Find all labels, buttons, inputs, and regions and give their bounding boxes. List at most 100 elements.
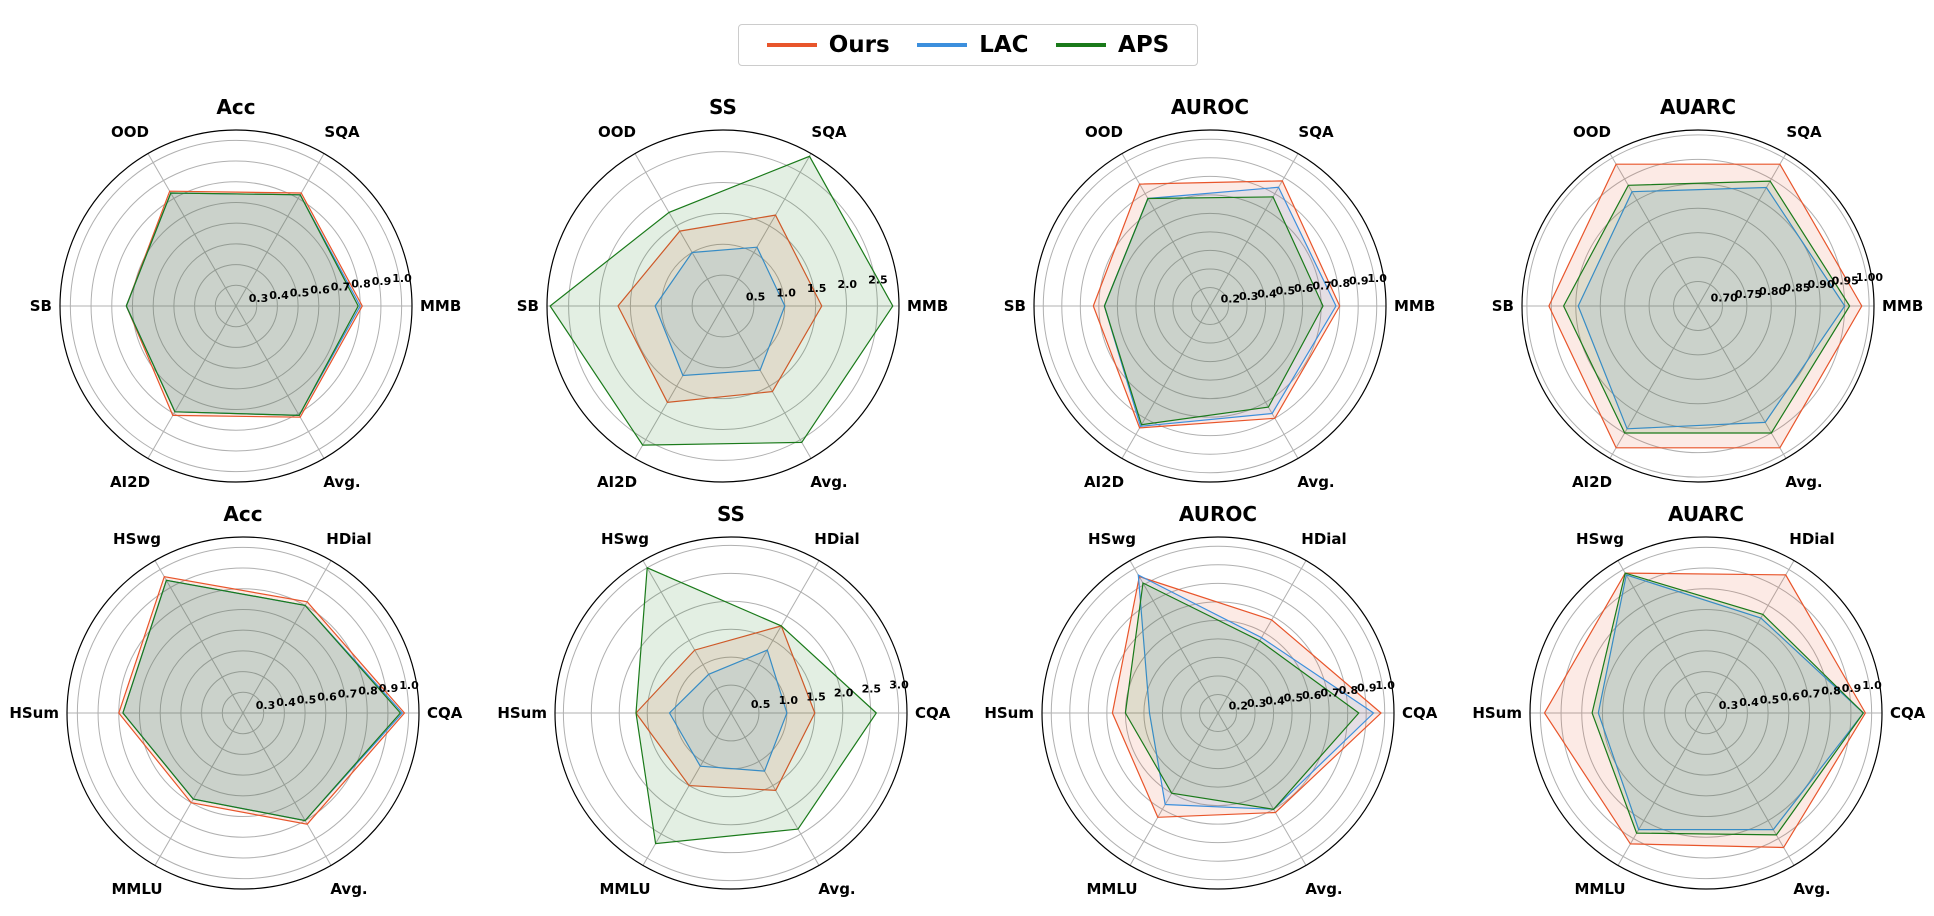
outer-frame xyxy=(59,129,413,483)
chart-title: Acc xyxy=(216,95,255,119)
tick-label-0.9: 0.9 xyxy=(1357,681,1377,694)
legend-item-lac: LAC xyxy=(917,32,1029,58)
tick-label-0.3: 0.3 xyxy=(249,292,269,305)
axis-label-mmlu: MMLU xyxy=(1086,880,1137,898)
spoke-sqa xyxy=(1697,153,1787,307)
tick-label-1.0: 1.0 xyxy=(779,694,799,707)
axis-label-hdial: HDial xyxy=(326,530,371,548)
tick-label-0.9: 0.9 xyxy=(379,682,399,695)
axis-label-hswg: HSwg xyxy=(601,530,649,548)
outer-frame xyxy=(554,536,908,890)
axis-label-sb: SB xyxy=(1492,297,1514,315)
tick-label-0.85: 0.85 xyxy=(1783,281,1810,294)
tick-label-0.9: 0.9 xyxy=(1842,682,1862,695)
tick-label-0.3: 0.3 xyxy=(1719,699,1739,712)
axis-label-avg: Avg. xyxy=(1297,473,1334,491)
outer-frame xyxy=(546,129,900,483)
radar-chart-2-ss: 0.5 1.0 1.5 2.0 2.5 MMB SQA OOD SB AI2D Avg. SS xyxy=(517,95,949,491)
tick-label-0.4: 0.4 xyxy=(1739,696,1759,709)
tick-label-0.70: 0.70 xyxy=(1711,292,1738,305)
axis-label-hswg: HSwg xyxy=(1576,530,1624,548)
series-ours xyxy=(1111,575,1382,818)
radar-chart-7-auroc: 0.20.30.40.50.60.70.80.91.0 CQA HDial HSwg H… xyxy=(984,502,1437,898)
spoke-sqa xyxy=(722,153,812,307)
axis-label-mmlu: MMLU xyxy=(111,880,162,898)
tick-label-0.7: 0.7 xyxy=(1801,688,1821,701)
chart-title: Acc xyxy=(223,502,262,526)
tick-label-0.6: 0.6 xyxy=(1294,282,1314,295)
outer-frame xyxy=(66,536,420,890)
tick-label-2.0: 2.0 xyxy=(834,686,854,699)
series-ours xyxy=(1092,180,1341,429)
axis-label-mmlu: MMLU xyxy=(1574,880,1625,898)
spoke-avg xyxy=(722,305,812,459)
tick-label-0.5: 0.5 xyxy=(290,286,310,299)
axis-label-hsum: HSum xyxy=(9,704,59,722)
spoke-ai2d xyxy=(147,305,237,459)
chart-title: AUARC xyxy=(1660,95,1736,119)
radar-chart-8-auarc: 0.3 0.4 0.5 0.6 0.7 0.8 0.9 1.0 CQA HDial HSwg HSum… xyxy=(1472,502,1925,898)
tick-label-1.00: 1.00 xyxy=(1856,271,1883,284)
series-ours xyxy=(1548,163,1863,449)
axis-label-hsum: HSum xyxy=(1472,704,1522,722)
tick-label-0.4: 0.4 xyxy=(1265,694,1285,707)
spoke-hdial xyxy=(730,560,820,714)
axis-label-cqa: CQA xyxy=(1402,704,1438,722)
axis-label-ai2d: AI2D xyxy=(1084,473,1124,491)
tick-label-0.5: 0.5 xyxy=(297,693,317,706)
outer-frame xyxy=(1521,129,1875,483)
spoke-hdial xyxy=(1705,560,1795,714)
tick-label-0.5: 0.5 xyxy=(746,291,766,304)
radar-chart-5-acc: 0.3 0.4 0.5 0.6 0.7 0.8 0.9 1.0 CQA HDial HSwg HSum… xyxy=(9,502,462,898)
tick-label-1.5: 1.5 xyxy=(807,282,827,295)
tick-label-0.7: 0.7 xyxy=(338,688,358,701)
series-aps xyxy=(122,579,402,822)
spoke-avg xyxy=(730,712,820,866)
tick-label-0.8: 0.8 xyxy=(1331,277,1351,290)
series-ours xyxy=(118,576,406,825)
tick-label-1.5: 1.5 xyxy=(806,690,826,703)
tick-label-0.5: 0.5 xyxy=(1276,285,1296,298)
axis-label-ai2d: AI2D xyxy=(110,473,150,491)
tick-label-0.2: 0.2 xyxy=(1221,292,1241,305)
chart-title: SS xyxy=(717,502,745,526)
tick-label-0.80: 0.80 xyxy=(1759,285,1786,298)
spoke-mmlu xyxy=(642,712,732,866)
tick-label-0.2: 0.2 xyxy=(1229,699,1249,712)
tick-label-0.5: 0.5 xyxy=(1284,692,1304,705)
tick-label-0.8: 0.8 xyxy=(351,278,371,291)
tick-label-0.95: 0.95 xyxy=(1832,275,1859,288)
series-aps xyxy=(1103,196,1324,426)
series-ours xyxy=(1543,572,1867,849)
axis-label-ood: OOD xyxy=(1573,123,1611,141)
chart-title: SS xyxy=(709,95,737,119)
axis-label-avg: Avg. xyxy=(1305,880,1342,898)
tick-label-0.3: 0.3 xyxy=(1247,697,1267,710)
tick-label-2.0: 2.0 xyxy=(838,278,858,291)
outer-frame xyxy=(1529,536,1883,890)
axis-label-sqa: SQA xyxy=(811,123,847,141)
axis-label-avg: Avg. xyxy=(1793,880,1830,898)
tick-label-0.5: 0.5 xyxy=(751,698,771,711)
tick-label-1.0: 1.0 xyxy=(392,272,412,285)
spoke-avg xyxy=(1209,305,1299,459)
axis-label-avg: Avg. xyxy=(810,473,847,491)
axis-label-avg: Avg. xyxy=(1785,473,1822,491)
spoke-avg xyxy=(1705,712,1795,866)
series-lac xyxy=(1577,186,1846,430)
series-lac xyxy=(668,649,788,772)
tick-label-2.5: 2.5 xyxy=(868,274,888,287)
axis-label-cqa: CQA xyxy=(915,704,951,722)
tick-label-1.0: 1.0 xyxy=(1375,679,1395,692)
spoke-ai2d xyxy=(1121,305,1211,459)
tick-label-0.90: 0.90 xyxy=(1807,278,1834,291)
spoke-mmlu xyxy=(1617,712,1707,866)
axis-label-avg: Avg. xyxy=(323,473,360,491)
series-aps xyxy=(1562,180,1851,434)
tick-label-3.0: 3.0 xyxy=(889,679,909,692)
legend-swatch-ours xyxy=(766,43,817,47)
legend-label-ours: Ours xyxy=(828,32,890,58)
tick-label-1.0: 1.0 xyxy=(776,286,796,299)
legend-label-lac: LAC xyxy=(979,32,1029,58)
series-lac xyxy=(1597,574,1865,831)
